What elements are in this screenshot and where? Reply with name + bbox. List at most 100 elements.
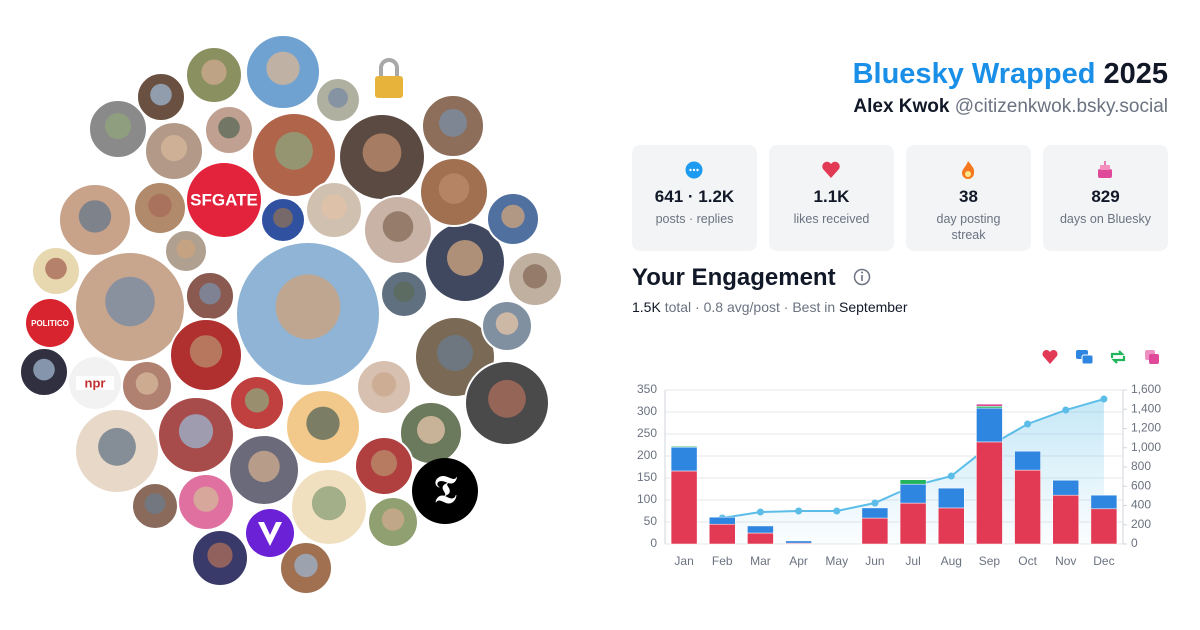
bar-segment — [899, 483, 927, 504]
bar-segment — [747, 525, 774, 534]
avatar-face — [207, 542, 233, 568]
stat-value: 641 · 1.2K — [654, 187, 735, 206]
line-point — [947, 472, 955, 480]
avatar-face — [150, 83, 172, 106]
avatar-face — [371, 372, 397, 397]
y2-tick-label: 400 — [1131, 498, 1151, 512]
stat-label: likes received — [793, 212, 870, 226]
stat-value: 38 — [959, 187, 978, 206]
bar-segment — [1014, 450, 1041, 471]
avatar-face — [176, 239, 196, 259]
avatar-face — [501, 204, 525, 229]
bar-segment — [670, 470, 698, 545]
lock-icon — [375, 58, 403, 98]
bar-segment — [709, 523, 736, 545]
avatar-face — [218, 116, 240, 139]
avatar-face — [178, 414, 214, 449]
y2-tick-label: 800 — [1131, 459, 1151, 473]
stat-card: 1.1K likes received — [769, 145, 894, 251]
y2-tick-label: 1,200 — [1131, 421, 1161, 435]
bar-segment — [1090, 494, 1118, 510]
avatar-face — [370, 450, 398, 477]
bar-segment — [785, 540, 812, 544]
y-tick-label: 350 — [637, 382, 657, 396]
y-tick-label: 50 — [644, 514, 658, 528]
stat-icon — [685, 161, 703, 179]
avatar-face — [306, 406, 340, 440]
y-tick-label: 0 — [650, 536, 657, 550]
avatar-face — [321, 194, 347, 220]
x-tick-label: Mar — [750, 554, 771, 568]
y-tick-label: 100 — [637, 492, 657, 506]
line-point — [1100, 395, 1108, 403]
avatar-face — [437, 335, 473, 371]
bar-segment — [1090, 508, 1118, 545]
user: Alex Kwok @citizenkwok.bsky.social — [853, 96, 1168, 118]
section-title: Your Engagement — [632, 264, 836, 291]
avatar-face — [160, 135, 188, 162]
avatar-face — [488, 379, 526, 418]
avatar-face — [189, 335, 223, 368]
avatar-face — [522, 264, 548, 289]
stat-label: posts · replies — [655, 212, 734, 226]
y2-tick-label: 1,600 — [1131, 382, 1161, 396]
avatar-face — [311, 486, 347, 521]
x-tick-label: Feb — [712, 554, 733, 568]
info-icon — [853, 268, 871, 286]
avatar-face — [33, 358, 55, 381]
x-tick-label: May — [825, 554, 848, 568]
avatar — [26, 299, 74, 347]
user-name: Alex Kwok — [853, 96, 950, 117]
avatar-face — [78, 200, 112, 233]
bar-segment — [899, 502, 927, 545]
avatar — [412, 458, 478, 524]
legend-icon — [1042, 349, 1058, 364]
avatar-face — [275, 131, 313, 170]
y2-tick-label: 600 — [1131, 478, 1151, 492]
avatar-face — [362, 133, 402, 173]
bar-segment — [976, 441, 1003, 545]
stat-icon — [962, 161, 975, 179]
y-tick-label: 250 — [637, 426, 657, 440]
logo-text: npr — [85, 375, 106, 390]
avatar-face — [294, 553, 318, 578]
avatar-face — [438, 173, 470, 204]
avatar-face — [382, 211, 414, 242]
avatar-face — [199, 282, 221, 305]
legend-icon — [1110, 350, 1126, 364]
stat-value: 1.1K — [813, 187, 850, 206]
stat-value: 829 — [1091, 187, 1120, 206]
stat-icon — [1098, 161, 1112, 178]
line-point — [871, 499, 879, 507]
logo-text: POLITICO — [31, 319, 69, 328]
avatar-face — [144, 493, 166, 515]
bar-segment — [747, 532, 774, 545]
line-point — [1024, 420, 1032, 428]
x-tick-label: Aug — [941, 554, 962, 568]
stat-card: 38 day posting streak — [906, 145, 1031, 251]
stat-label: day posting streak — [936, 212, 1001, 242]
avatar-face — [244, 388, 270, 413]
logo-text: SFGATE — [190, 190, 258, 209]
stat-card: 829 days on Bluesky — [1043, 145, 1168, 251]
logo-box — [76, 376, 114, 390]
legend-icon — [1081, 354, 1094, 365]
logo-mark — [258, 522, 282, 546]
line-point — [756, 508, 764, 516]
avatar-face — [201, 59, 227, 85]
line-point — [795, 507, 803, 515]
bar-segment — [1014, 469, 1041, 545]
bar-segment — [938, 487, 965, 509]
line-point — [1062, 406, 1070, 414]
stat-card: 641 · 1.2K posts · replies — [632, 145, 757, 251]
bar-segment — [670, 446, 698, 472]
x-tick-label: Nov — [1055, 554, 1076, 568]
avatar — [187, 163, 261, 237]
avatar-face — [417, 415, 445, 444]
title-year: 2025 — [1103, 58, 1168, 90]
avatar-face — [495, 312, 519, 335]
x-tick-label: Sep — [979, 554, 1001, 568]
x-tick-label: Jul — [905, 554, 920, 568]
